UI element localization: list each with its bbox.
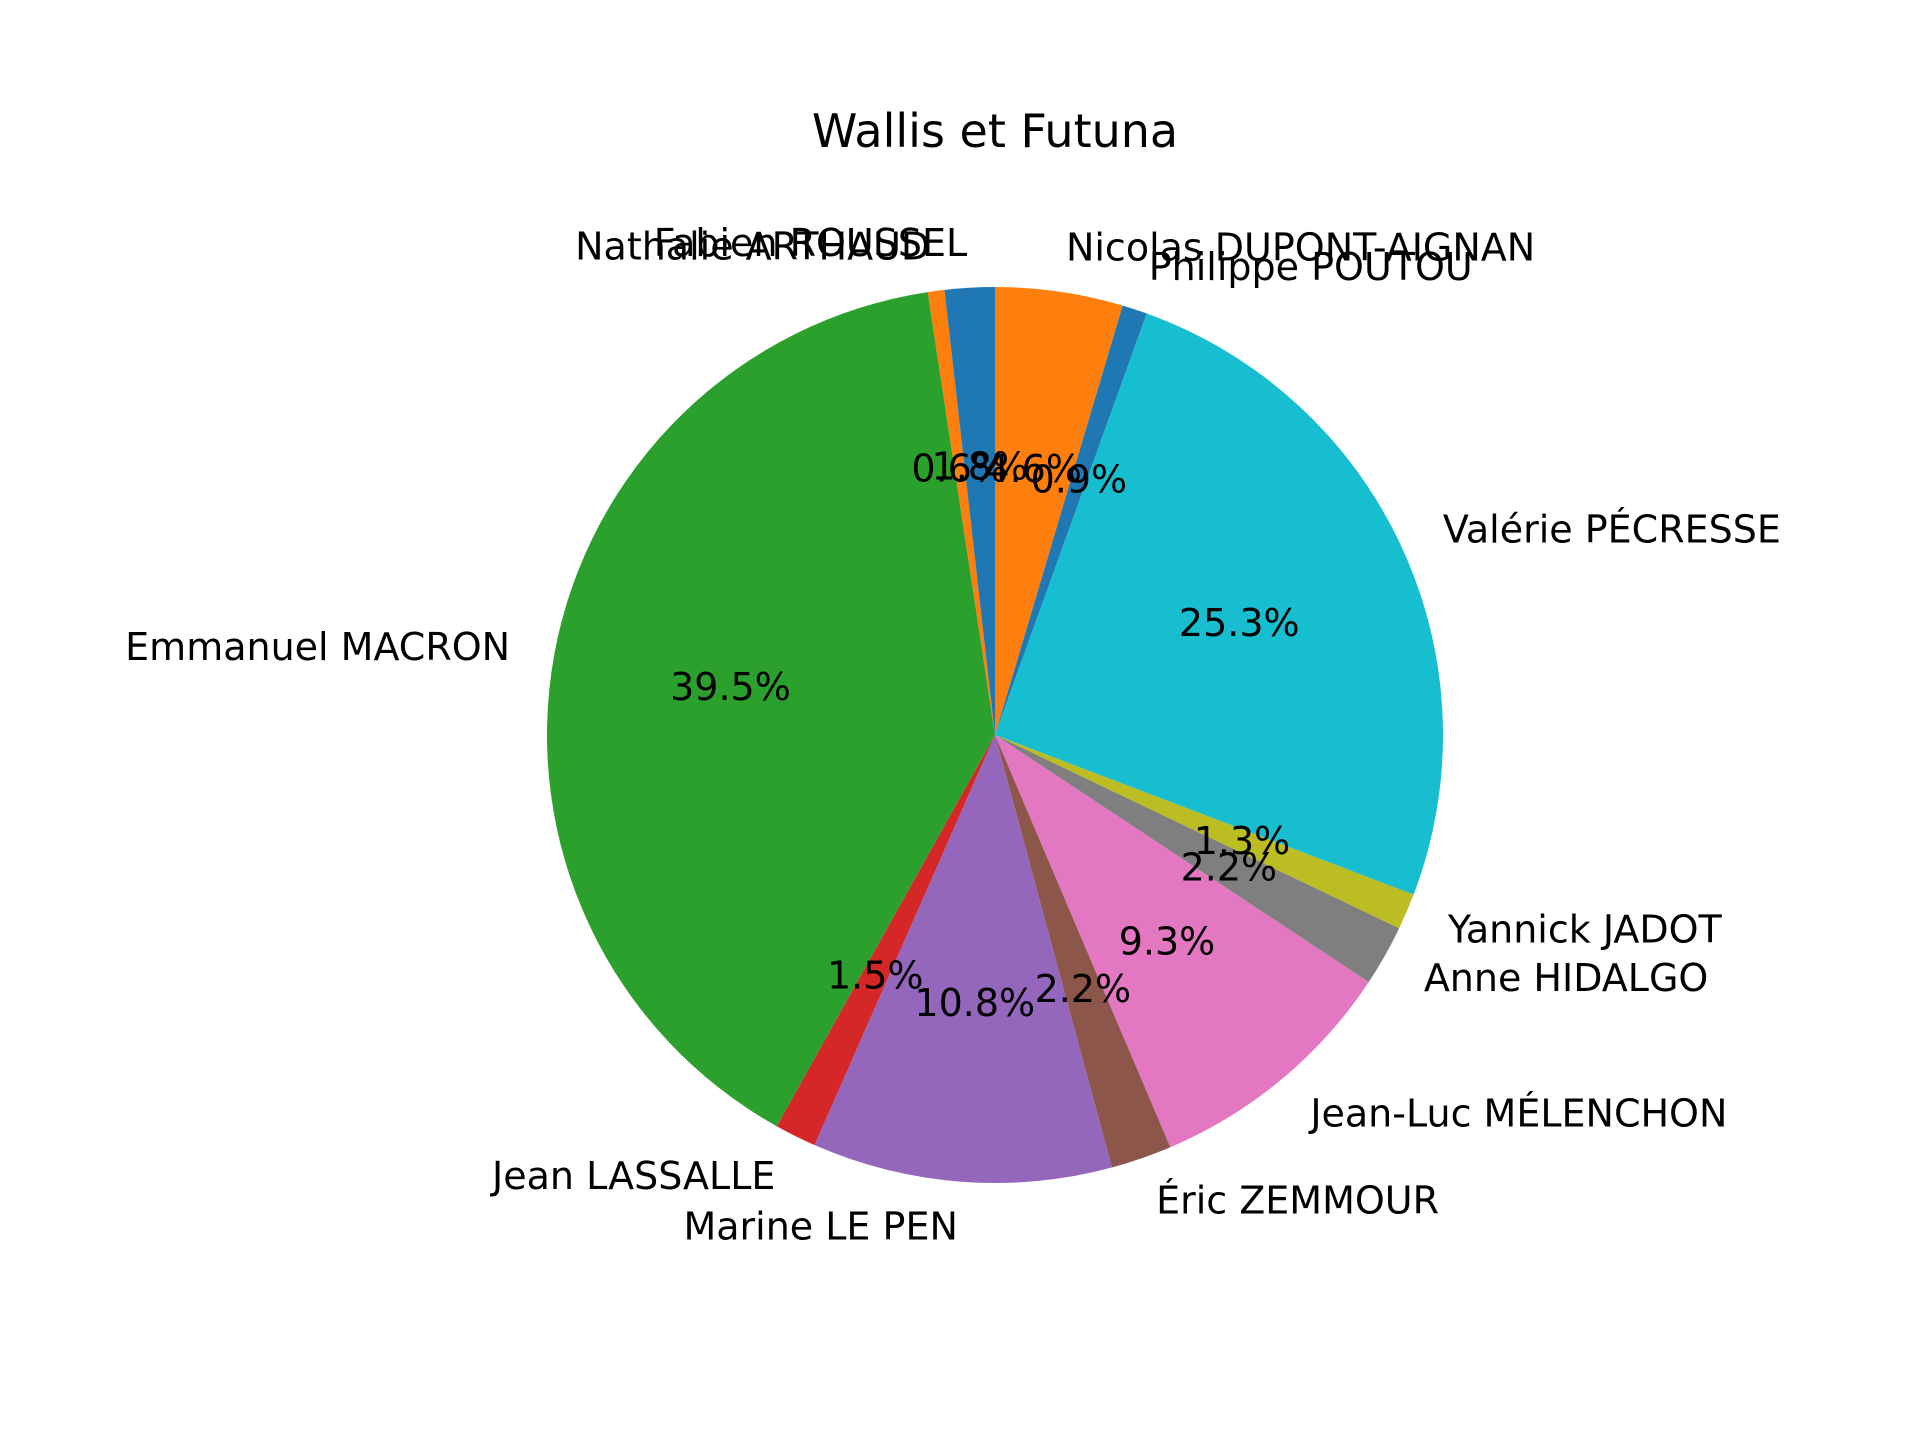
pie-slice xyxy=(995,735,1171,1168)
slice-percent-labels: 4.6%0.9%25.3%1.3%2.2%9.3%2.2%10.8%1.5%39… xyxy=(670,445,1300,1025)
slice-percent-label: 0.9% xyxy=(1031,458,1128,502)
slice-percent-label: 25.3% xyxy=(1179,601,1300,645)
pie-slice xyxy=(995,735,1369,1148)
slice-percent-label: 2.2% xyxy=(1035,967,1132,1011)
pie-slice xyxy=(995,735,1400,983)
slice-label: Philippe POUTOU xyxy=(1149,245,1473,289)
pie-slice xyxy=(995,305,1147,735)
slice-percent-label: 9.3% xyxy=(1119,920,1216,964)
slice-label: Éric ZEMMOUR xyxy=(1156,1179,1439,1223)
slice-label: Yannick JADOT xyxy=(1447,907,1723,951)
chart-title: Wallis et Futuna xyxy=(812,104,1178,158)
slice-percent-label: 1.5% xyxy=(827,954,924,998)
slice-label: Valérie PÉCRESSE xyxy=(1443,507,1781,551)
slice-percent-label: 10.8% xyxy=(914,981,1035,1025)
slice-percent-label: 39.5% xyxy=(670,665,791,709)
slice-label: Fabien ROUSSEL xyxy=(654,221,967,265)
pie-slice xyxy=(995,287,1123,735)
pie-slice xyxy=(927,289,995,735)
slice-percent-label: 1.3% xyxy=(1194,819,1291,863)
pie-slice xyxy=(814,735,1112,1183)
pie-slice xyxy=(547,292,995,1127)
slice-label: Jean-Luc MÉLENCHON xyxy=(1308,1092,1727,1136)
pie-slice xyxy=(995,313,1443,895)
slice-label: Nathalie ARTHAUD xyxy=(575,224,930,268)
slice-percent-label: 4.6% xyxy=(985,447,1082,491)
slice-percent-label: 2.2% xyxy=(1181,845,1278,889)
pie-slice xyxy=(776,735,995,1146)
slice-percent-label: 1.8% xyxy=(932,445,1029,489)
pie-slice xyxy=(995,735,1414,929)
pie-slice xyxy=(944,287,995,735)
slice-label: Anne HIDALGO xyxy=(1424,956,1709,1000)
slice-percent-label: 0.6% xyxy=(911,447,1008,491)
slice-label: Emmanuel MACRON xyxy=(125,625,510,669)
slice-label: Nicolas DUPONT-AIGNAN xyxy=(1066,225,1535,269)
slice-label: Marine LE PEN xyxy=(683,1204,957,1248)
slice-label: Jean LASSALLE xyxy=(490,1154,775,1198)
pie-slices xyxy=(547,287,1443,1183)
